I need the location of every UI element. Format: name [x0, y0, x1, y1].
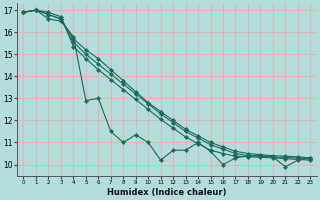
- X-axis label: Humidex (Indice chaleur): Humidex (Indice chaleur): [107, 188, 227, 197]
